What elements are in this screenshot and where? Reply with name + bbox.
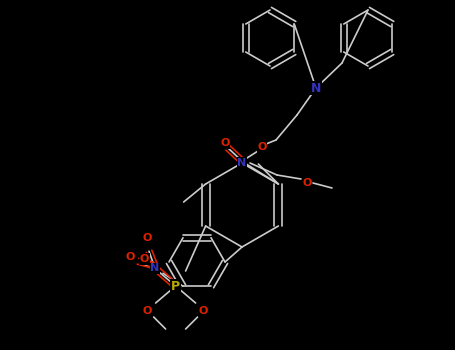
- Text: N: N: [238, 158, 247, 168]
- Text: O: O: [140, 254, 149, 264]
- Text: O: O: [220, 138, 230, 148]
- Text: O: O: [142, 233, 152, 243]
- Text: O: O: [125, 252, 135, 262]
- Text: N: N: [311, 82, 321, 95]
- Text: P: P: [171, 280, 180, 293]
- Text: O: O: [302, 178, 312, 188]
- Text: O: O: [199, 306, 208, 316]
- Text: O: O: [143, 306, 152, 316]
- Text: N: N: [150, 263, 160, 273]
- Text: O: O: [258, 142, 267, 152]
